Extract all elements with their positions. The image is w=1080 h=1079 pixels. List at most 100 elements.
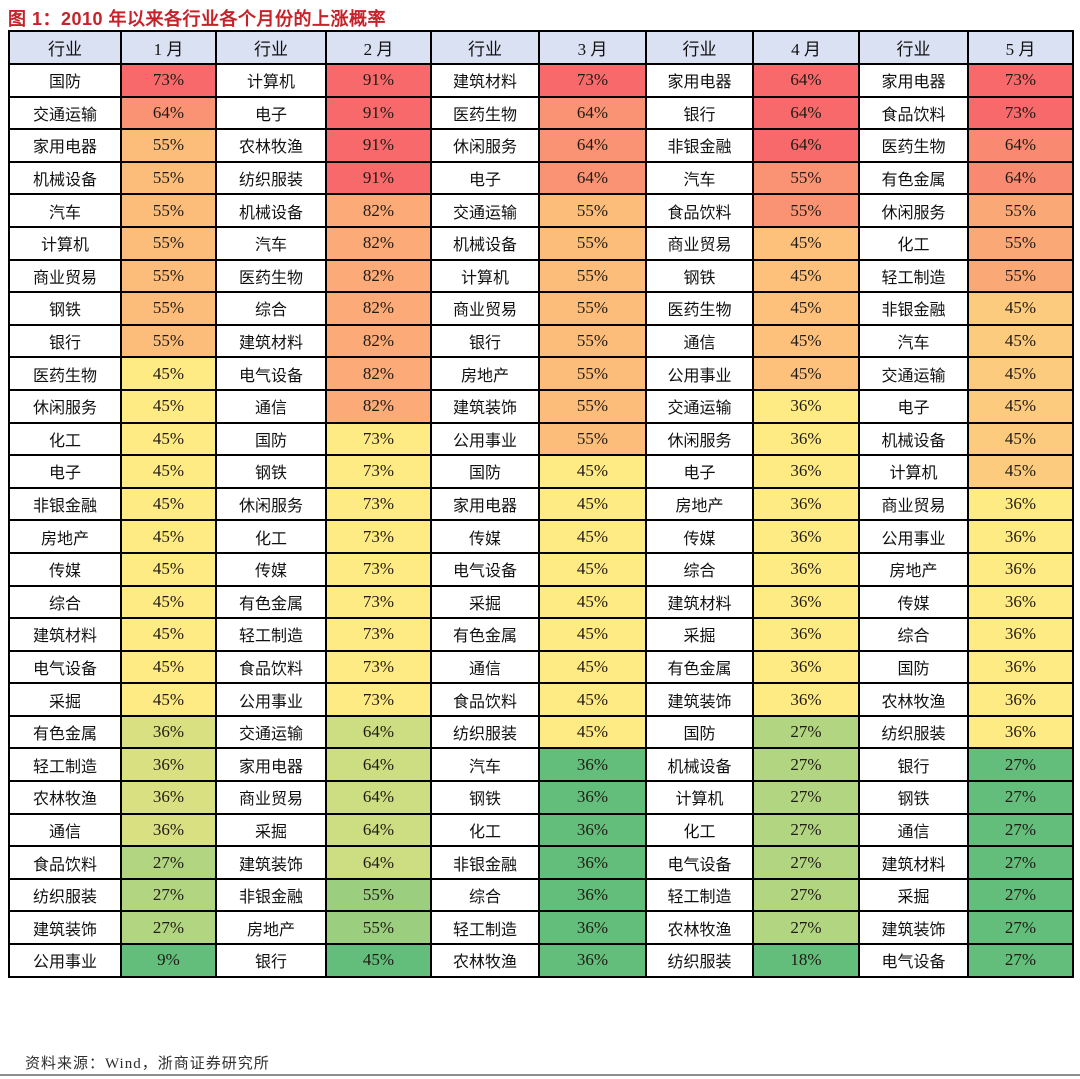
probability-cell: 27% bbox=[752, 812, 860, 848]
table-row: 钢铁 55% 综合 82% 商业贸易 55% 医药生物 45% 非银金融 45% bbox=[8, 291, 1074, 326]
probability-cell: 45% bbox=[120, 551, 217, 587]
industry-cell: 纺织服装 bbox=[8, 877, 122, 913]
industry-column-header: 行业 bbox=[858, 30, 969, 65]
probability-cell: 36% bbox=[752, 519, 860, 554]
industry-cell: 有色金属 bbox=[858, 160, 969, 196]
industry-cell: 计算机 bbox=[645, 780, 754, 815]
probability-cell: 45% bbox=[538, 714, 647, 750]
probability-cell: 27% bbox=[967, 812, 1074, 848]
probability-cell: 45% bbox=[752, 323, 860, 359]
industry-cell: 非银金融 bbox=[858, 291, 969, 326]
industry-cell: 机械设备 bbox=[858, 421, 969, 457]
probability-cell: 55% bbox=[120, 291, 217, 326]
probability-cell: 45% bbox=[120, 682, 217, 717]
table-row: 化工 45% 国防 73% 公用事业 55% 休闲服务 36% 机械设备 45% bbox=[8, 421, 1074, 457]
probability-cell: 55% bbox=[538, 291, 647, 326]
industry-column-header: 行业 bbox=[645, 30, 754, 65]
industry-cell: 公用事业 bbox=[858, 519, 969, 554]
industry-cell: 采掘 bbox=[430, 584, 540, 620]
table-row: 计算机 55% 汽车 82% 机械设备 55% 商业贸易 45% 化工 55% bbox=[8, 225, 1074, 261]
industry-cell: 非银金融 bbox=[645, 128, 754, 163]
table-row: 农林牧渔 36% 商业贸易 64% 钢铁 36% 计算机 27% 钢铁 27% bbox=[8, 780, 1074, 815]
probability-cell: 55% bbox=[325, 910, 432, 946]
industry-cell: 传媒 bbox=[858, 584, 969, 620]
industry-cell: 计算机 bbox=[8, 225, 122, 261]
table-row: 通信 36% 采掘 64% 化工 36% 化工 27% 通信 27% bbox=[8, 812, 1074, 848]
industry-cell: 国防 bbox=[858, 649, 969, 685]
industry-cell: 有色金属 bbox=[645, 649, 754, 685]
probability-cell: 36% bbox=[967, 714, 1074, 750]
industry-cell: 采掘 bbox=[858, 877, 969, 913]
industry-cell: 汽车 bbox=[430, 747, 540, 783]
industry-cell: 农林牧渔 bbox=[858, 682, 969, 717]
industry-cell: 计算机 bbox=[858, 454, 969, 489]
probability-cell: 27% bbox=[752, 714, 860, 750]
probability-cell: 55% bbox=[967, 193, 1074, 228]
industry-cell: 交通运输 bbox=[215, 714, 327, 750]
probability-cell: 45% bbox=[120, 649, 217, 685]
probability-cell: 55% bbox=[538, 323, 647, 359]
industry-cell: 钢铁 bbox=[858, 780, 969, 815]
industry-cell: 农林牧渔 bbox=[430, 943, 540, 978]
industry-cell: 化工 bbox=[430, 812, 540, 848]
probability-cell: 36% bbox=[752, 584, 860, 620]
industry-cell: 电气设备 bbox=[645, 845, 754, 880]
industry-cell: 房地产 bbox=[430, 356, 540, 391]
table-row: 国防 73% 计算机 91% 建筑材料 73% 家用电器 64% 家用电器 73% bbox=[8, 63, 1074, 98]
probability-cell: 45% bbox=[325, 943, 432, 978]
table-row: 医药生物 45% 电气设备 82% 房地产 55% 公用事业 45% 交通运输 45% bbox=[8, 356, 1074, 391]
industry-cell: 交通运输 bbox=[430, 193, 540, 228]
table-row: 采掘 45% 公用事业 73% 食品饮料 45% 建筑装饰 36% 农林牧渔 36% bbox=[8, 682, 1074, 717]
probability-cell: 73% bbox=[325, 519, 432, 554]
probability-cell: 73% bbox=[120, 63, 217, 98]
probability-cell: 55% bbox=[538, 356, 647, 391]
source-note: 资料来源：Wind，浙商证券研究所 bbox=[25, 1056, 270, 1072]
industry-column-header: 行业 bbox=[8, 30, 122, 65]
industry-cell: 机械设备 bbox=[645, 747, 754, 783]
month-column-header: 2 月 bbox=[325, 30, 432, 65]
industry-cell: 公用事业 bbox=[430, 421, 540, 457]
probability-cell: 36% bbox=[752, 486, 860, 522]
industry-cell: 公用事业 bbox=[8, 943, 122, 978]
probability-cell: 36% bbox=[538, 877, 647, 913]
probability-cell: 64% bbox=[967, 128, 1074, 163]
probability-cell: 18% bbox=[752, 943, 860, 978]
industry-cell: 汽车 bbox=[858, 323, 969, 359]
industry-cell: 房地产 bbox=[645, 486, 754, 522]
probability-cell: 64% bbox=[325, 845, 432, 880]
industry-cell: 汽车 bbox=[8, 193, 122, 228]
industry-cell: 医药生物 bbox=[645, 291, 754, 326]
industry-cell: 采掘 bbox=[8, 682, 122, 717]
probability-cell: 82% bbox=[325, 356, 432, 391]
industry-cell: 钢铁 bbox=[645, 258, 754, 294]
industry-cell: 休闲服务 bbox=[8, 388, 122, 424]
industry-cell: 机械设备 bbox=[430, 225, 540, 261]
probability-cell: 64% bbox=[325, 780, 432, 815]
industry-cell: 机械设备 bbox=[215, 193, 327, 228]
industry-cell: 家用电器 bbox=[645, 63, 754, 98]
probability-cell: 82% bbox=[325, 258, 432, 294]
probability-cell: 82% bbox=[325, 291, 432, 326]
probability-cell: 45% bbox=[538, 454, 647, 489]
industry-cell: 国防 bbox=[645, 714, 754, 750]
industry-cell: 休闲服务 bbox=[645, 421, 754, 457]
probability-cell: 36% bbox=[967, 519, 1074, 554]
industry-cell: 家用电器 bbox=[858, 63, 969, 98]
industry-cell: 交通运输 bbox=[858, 356, 969, 391]
industry-cell: 综合 bbox=[215, 291, 327, 326]
monthly-probability-table: 行业 1 月行业 2 月行业 3 月行业 4 月行业 5 月 国防 73% 计算机 91% 建筑材… bbox=[8, 30, 1074, 978]
industry-cell: 电子 bbox=[215, 95, 327, 131]
industry-cell: 建筑装饰 bbox=[645, 682, 754, 717]
industry-cell: 医药生物 bbox=[430, 95, 540, 131]
month-column-header: 3 月 bbox=[538, 30, 647, 65]
industry-cell: 轻工制造 bbox=[8, 747, 122, 783]
probability-cell: 36% bbox=[120, 812, 217, 848]
industry-cell: 建筑材料 bbox=[430, 63, 540, 98]
industry-cell: 采掘 bbox=[645, 617, 754, 652]
probability-cell: 27% bbox=[967, 780, 1074, 815]
probability-cell: 45% bbox=[538, 551, 647, 587]
table-header-row: 行业 1 月行业 2 月行业 3 月行业 4 月行业 5 月 bbox=[8, 30, 1074, 65]
probability-cell: 73% bbox=[325, 551, 432, 587]
probability-cell: 64% bbox=[325, 747, 432, 783]
probability-cell: 64% bbox=[325, 714, 432, 750]
